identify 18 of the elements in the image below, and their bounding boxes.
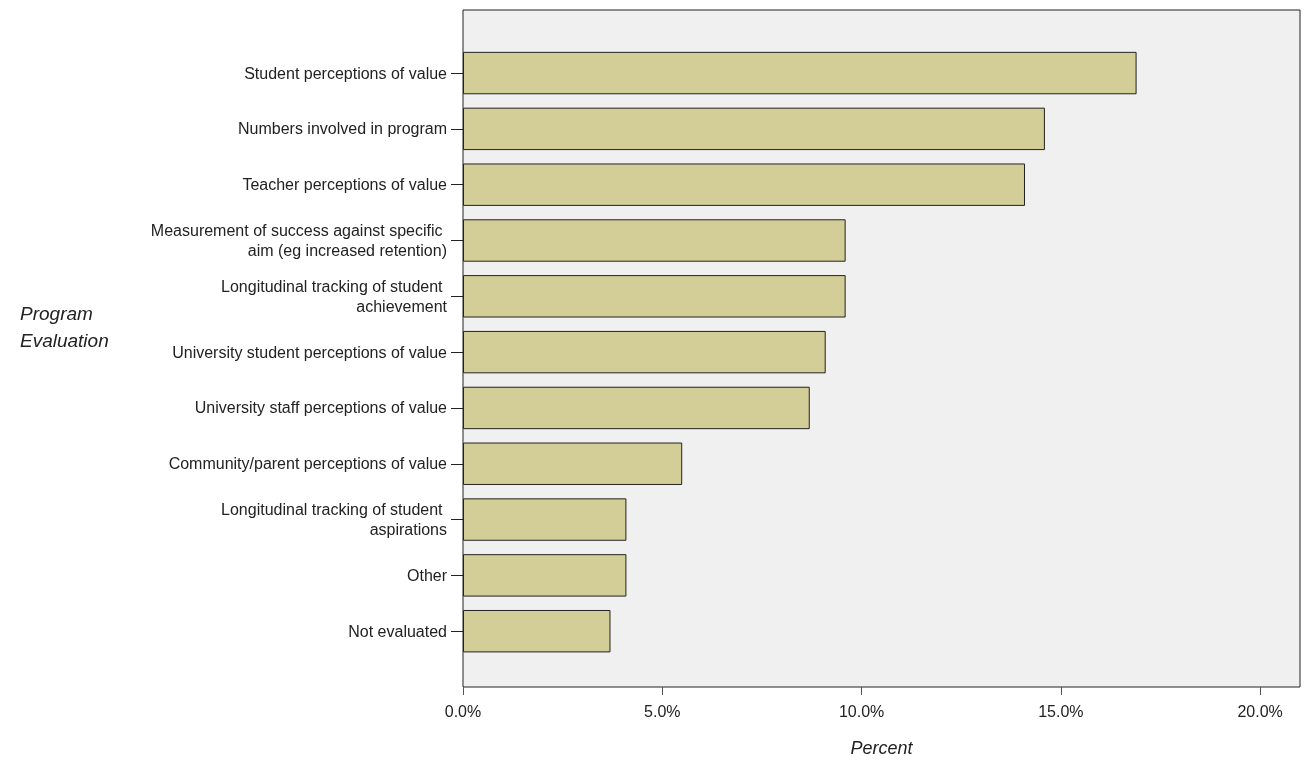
y-tick-label: Not evaluated (348, 622, 447, 640)
x-tick-label: 5.0% (644, 702, 681, 720)
y-tick-label: University student perceptions of value (172, 343, 448, 361)
y-tick-label: Longitudinal tracking of student aspirations (221, 501, 447, 539)
x-tick-label: 20.0% (1237, 702, 1283, 720)
x-tick-label: 0.0% (444, 702, 482, 720)
x-tick-label: 15.0% (1038, 702, 1084, 720)
y-tick-label: Longitudinal tracking of student achievement (221, 277, 448, 315)
y-tick-label: Community/parent perceptions of value (168, 455, 448, 473)
y-tick-label: Numbers involved in program (238, 120, 447, 138)
y-tick-label: University staff perceptions of value (194, 399, 448, 417)
x-tick-label: 10.0% (838, 702, 885, 720)
y-tick-label: Teacher perceptions of value (242, 176, 448, 194)
y-tick-label: Student perceptions of value (244, 64, 448, 82)
x-axis-title: Percent (850, 738, 914, 758)
y-tick-label: Measurement of success against specific aim (eg increased retention) (150, 222, 447, 259)
y-tick-label: Other (406, 566, 448, 584)
y-axis-title: Program Evaluation (20, 303, 109, 351)
